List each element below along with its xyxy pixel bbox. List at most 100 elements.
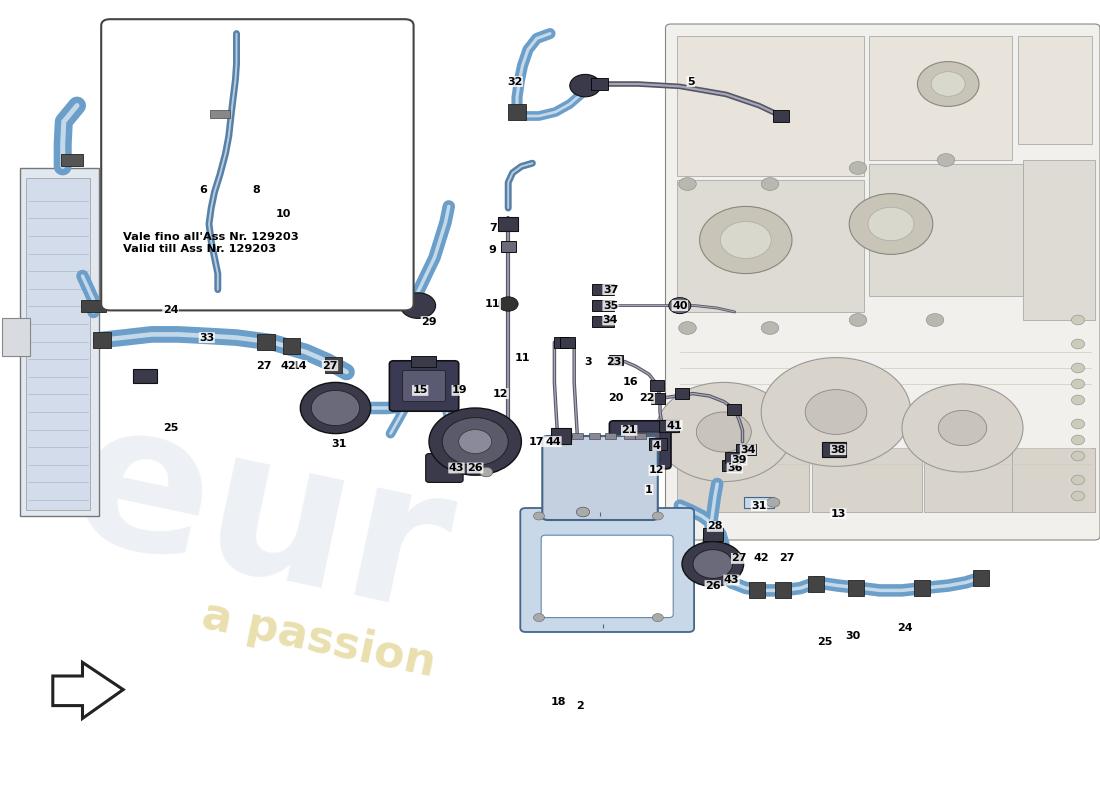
Text: 25: 25 xyxy=(163,423,178,433)
Text: 42: 42 xyxy=(754,554,769,563)
Circle shape xyxy=(700,206,792,274)
Bar xyxy=(635,433,646,439)
Bar xyxy=(2,318,30,356)
Bar xyxy=(725,452,745,462)
FancyBboxPatch shape xyxy=(520,508,694,632)
Circle shape xyxy=(761,322,779,334)
Text: 28: 28 xyxy=(707,522,723,531)
Bar xyxy=(974,570,990,586)
Bar xyxy=(649,438,667,450)
Circle shape xyxy=(682,542,744,586)
Bar xyxy=(500,241,516,252)
Circle shape xyxy=(926,314,944,326)
Bar xyxy=(592,300,614,311)
Text: 36: 36 xyxy=(727,463,742,473)
Circle shape xyxy=(459,430,492,454)
Bar xyxy=(20,168,99,516)
Bar xyxy=(411,356,436,367)
FancyBboxPatch shape xyxy=(609,421,671,469)
Text: eur: eur xyxy=(55,386,466,654)
Bar xyxy=(651,394,664,403)
Circle shape xyxy=(868,207,914,241)
Bar xyxy=(812,448,922,512)
Circle shape xyxy=(480,467,493,477)
FancyBboxPatch shape xyxy=(389,361,459,411)
Circle shape xyxy=(932,72,965,96)
Circle shape xyxy=(534,614,544,622)
Text: 29: 29 xyxy=(421,317,437,326)
Bar xyxy=(924,448,1012,512)
Text: 27: 27 xyxy=(322,361,338,370)
Circle shape xyxy=(1071,379,1085,389)
Bar xyxy=(257,334,275,350)
Text: 33: 33 xyxy=(199,333,214,342)
Text: 31: 31 xyxy=(751,501,767,510)
Bar xyxy=(81,300,106,312)
Text: 37: 37 xyxy=(603,285,618,294)
Text: 8: 8 xyxy=(252,186,261,195)
Text: 26: 26 xyxy=(468,463,483,473)
Circle shape xyxy=(761,358,911,466)
Bar xyxy=(748,582,766,598)
Circle shape xyxy=(534,512,544,520)
Bar xyxy=(676,448,808,512)
Bar xyxy=(774,582,792,598)
FancyBboxPatch shape xyxy=(403,370,446,402)
Bar xyxy=(1023,160,1094,320)
Bar xyxy=(554,338,569,347)
FancyBboxPatch shape xyxy=(542,436,658,520)
Circle shape xyxy=(1071,363,1085,373)
Circle shape xyxy=(1071,315,1085,325)
Text: 41: 41 xyxy=(667,421,682,430)
FancyBboxPatch shape xyxy=(541,535,673,618)
Text: 11: 11 xyxy=(485,299,501,309)
Circle shape xyxy=(696,412,751,452)
Text: 15: 15 xyxy=(412,386,428,395)
FancyBboxPatch shape xyxy=(620,432,660,461)
Text: 6: 6 xyxy=(199,186,208,195)
Text: 43: 43 xyxy=(449,463,464,473)
Text: 2: 2 xyxy=(575,701,584,710)
Text: 12: 12 xyxy=(493,389,508,398)
Circle shape xyxy=(937,154,955,166)
Bar xyxy=(869,164,1023,296)
Bar xyxy=(722,460,741,470)
Bar xyxy=(807,576,825,592)
Circle shape xyxy=(849,194,933,254)
Text: 30: 30 xyxy=(845,631,860,641)
Bar xyxy=(26,178,90,510)
Bar xyxy=(913,580,931,596)
Text: 24: 24 xyxy=(163,306,178,315)
Text: 23: 23 xyxy=(606,357,621,366)
Circle shape xyxy=(805,390,867,434)
Bar xyxy=(210,110,230,118)
Bar xyxy=(324,357,342,373)
Bar xyxy=(822,442,846,457)
Polygon shape xyxy=(53,662,123,718)
Circle shape xyxy=(849,162,867,174)
Text: 17: 17 xyxy=(529,437,544,446)
Text: 16: 16 xyxy=(623,378,638,387)
Bar xyxy=(609,354,624,365)
Circle shape xyxy=(849,314,867,326)
Bar xyxy=(848,580,865,596)
Bar xyxy=(588,433,600,439)
Text: 26: 26 xyxy=(705,581,720,590)
Text: 34: 34 xyxy=(603,315,618,325)
Circle shape xyxy=(1071,475,1085,485)
Circle shape xyxy=(652,512,663,520)
Circle shape xyxy=(938,410,987,446)
Text: 35: 35 xyxy=(603,301,618,310)
Circle shape xyxy=(679,322,696,334)
Bar xyxy=(727,404,741,414)
Text: 27: 27 xyxy=(256,361,272,370)
Circle shape xyxy=(1071,339,1085,349)
Text: 44: 44 xyxy=(546,437,561,446)
Bar xyxy=(591,78,608,90)
FancyBboxPatch shape xyxy=(426,454,463,482)
Bar xyxy=(572,433,583,439)
Text: 19: 19 xyxy=(452,386,468,395)
Circle shape xyxy=(1071,435,1085,445)
Bar xyxy=(624,433,635,439)
Text: 25: 25 xyxy=(817,637,833,646)
